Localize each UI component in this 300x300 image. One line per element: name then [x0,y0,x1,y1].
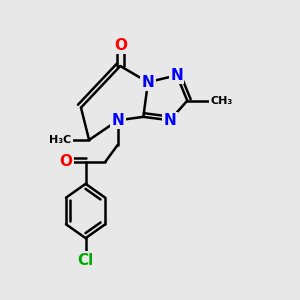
Text: CH₃: CH₃ [210,96,232,106]
Text: O: O [114,38,127,53]
Text: N: N [170,68,183,83]
Text: N: N [142,75,154,90]
Text: N: N [112,113,124,128]
Text: Cl: Cl [77,253,94,268]
Text: N: N [164,113,176,128]
Text: H₃C: H₃C [50,135,72,145]
Text: O: O [59,154,73,169]
